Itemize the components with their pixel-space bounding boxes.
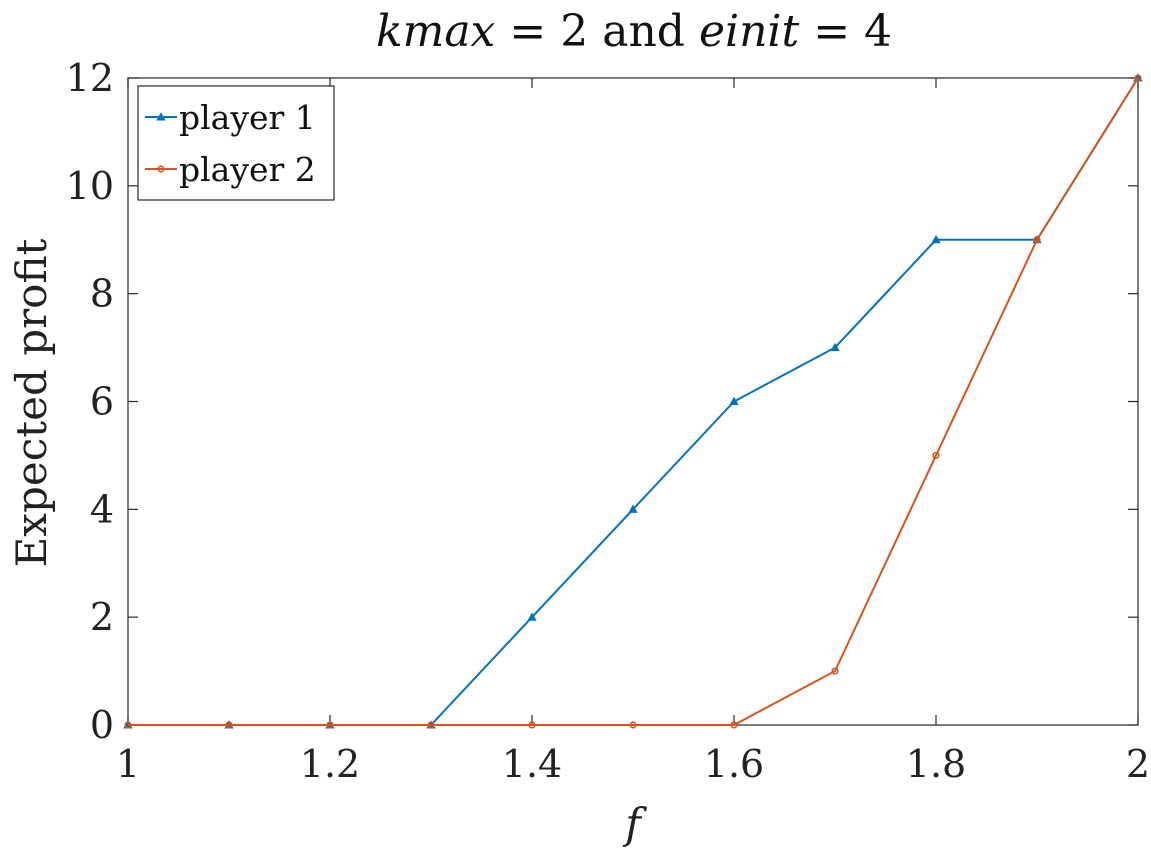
y-tick-label: 6 [90,380,114,424]
series-2-point [932,451,940,460]
y-tick-label: 4 [90,487,114,531]
series-2-point [225,721,233,729]
series-1-point [931,234,941,244]
legend-label: player 1 [179,98,316,137]
x-tick-label: 2 [1126,742,1150,786]
series-2-point [528,721,536,729]
series-2-point [831,667,839,675]
y-axis-label: Expected profit [7,239,56,568]
legend-label: player 2 [179,150,316,189]
chart-title: kmax = 2 and einit = 4 [376,6,892,57]
series-1-point [729,396,739,406]
legend: player 1 player 2 [137,85,335,201]
x-tick-label: 1 [116,742,140,786]
y-tick-label: 0 [90,703,114,747]
x-axis: 1 1.2 1.4 1.6 1.8 2 [116,78,1150,786]
y-tick-label: 12 [66,56,114,100]
x-tick-label: 1.6 [704,742,764,786]
x-axis-label: f [622,799,647,848]
x-tick-label: 1.4 [502,742,562,786]
series-2-point [1033,236,1041,244]
series-2-point [1134,74,1142,82]
x-tick-label: 1.8 [906,742,966,786]
series-1-point [628,504,638,513]
series-2-point [326,721,334,729]
x-tick-label: 1.2 [300,742,360,786]
series-2-point [427,721,435,729]
y-tick-label: 10 [66,164,114,208]
legend-box [137,85,335,201]
y-tick-label: 2 [90,595,114,639]
series-layer [123,73,1143,729]
y-axis: 0 2 4 6 8 10 12 [66,56,1138,747]
legend-swatch-marker [157,165,165,173]
series-1-point [830,342,840,352]
series-1-point [527,612,537,621]
legend-swatch-marker [156,112,166,121]
series-2-line [128,77,1139,726]
y-tick-label: 8 [90,272,114,316]
series-2-point [124,721,132,729]
series-2-point [629,721,637,729]
series-2-point [730,721,738,729]
